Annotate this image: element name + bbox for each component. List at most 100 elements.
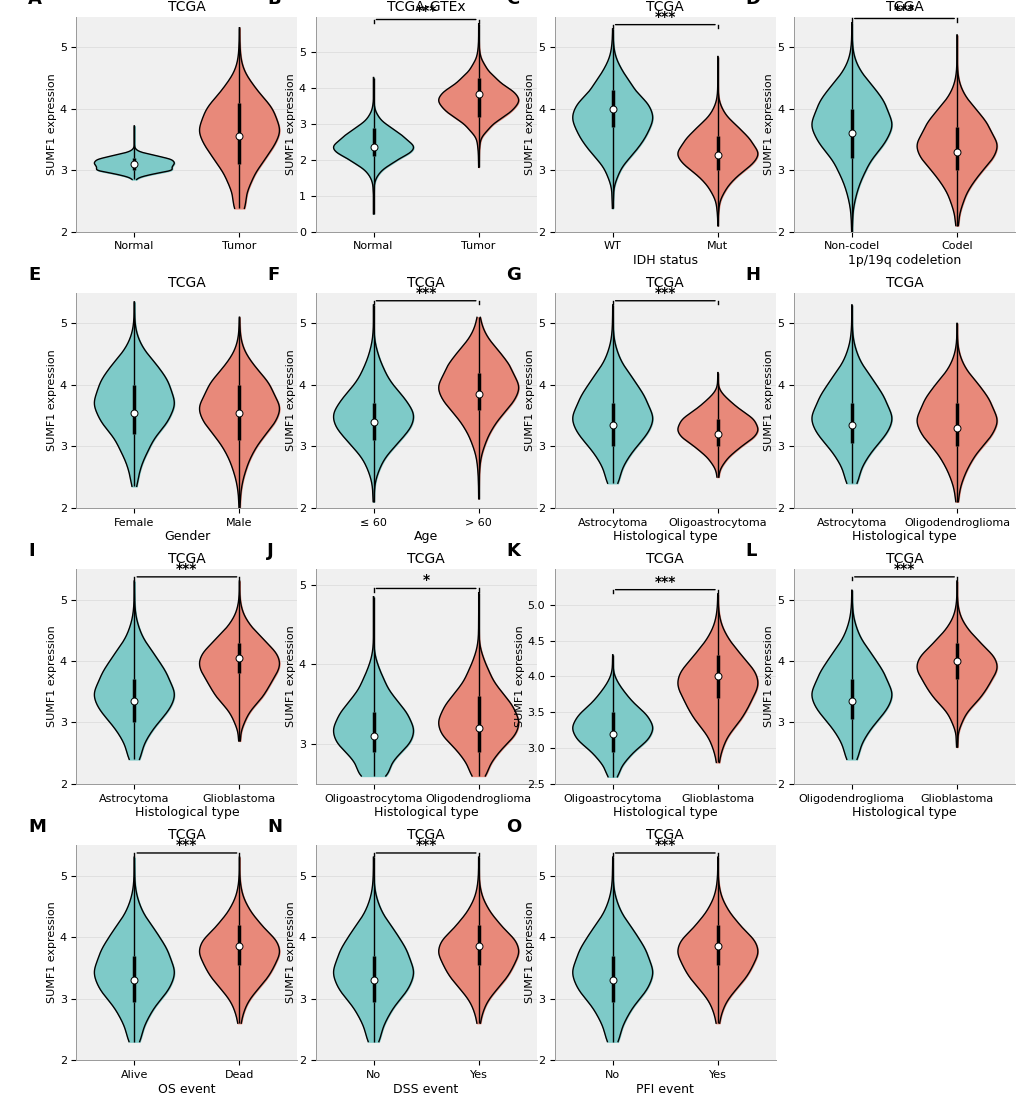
Point bbox=[365, 139, 381, 157]
Text: ***: *** bbox=[415, 838, 436, 851]
Y-axis label: SUMF1 expression: SUMF1 expression bbox=[47, 73, 57, 175]
Text: E: E bbox=[28, 266, 40, 284]
Text: ***: *** bbox=[415, 4, 436, 19]
Text: D: D bbox=[745, 0, 760, 8]
Point bbox=[709, 938, 726, 956]
Text: ***: *** bbox=[654, 10, 676, 23]
X-axis label: Histological type: Histological type bbox=[851, 531, 956, 543]
Point bbox=[604, 971, 621, 989]
Text: ***: *** bbox=[654, 575, 676, 588]
Point bbox=[470, 385, 486, 403]
X-axis label: Histological type: Histological type bbox=[851, 807, 956, 819]
Text: O: O bbox=[505, 818, 521, 837]
Y-axis label: SUMF1 expression: SUMF1 expression bbox=[515, 626, 524, 727]
Text: L: L bbox=[745, 543, 756, 561]
Title: TCGA: TCGA bbox=[407, 276, 444, 290]
X-axis label: Histological type: Histological type bbox=[373, 807, 478, 819]
X-axis label: PFI event: PFI event bbox=[636, 1082, 694, 1096]
Point bbox=[709, 425, 726, 443]
Point bbox=[365, 727, 381, 745]
Point bbox=[948, 653, 964, 670]
Point bbox=[948, 420, 964, 437]
Point bbox=[126, 693, 143, 710]
X-axis label: Histological type: Histological type bbox=[135, 807, 239, 819]
Title: TCGA: TCGA bbox=[168, 828, 206, 842]
Point bbox=[231, 938, 248, 956]
X-axis label: 1p/19q codeletion: 1p/19q codeletion bbox=[847, 254, 960, 268]
Point bbox=[604, 725, 621, 743]
Text: K: K bbox=[505, 543, 520, 561]
Point bbox=[231, 404, 248, 422]
Text: ***: *** bbox=[893, 3, 914, 18]
Point bbox=[126, 404, 143, 422]
Title: TCGA: TCGA bbox=[407, 828, 444, 842]
Title: TCGA: TCGA bbox=[646, 828, 684, 842]
Y-axis label: SUMF1 expression: SUMF1 expression bbox=[47, 350, 57, 451]
Point bbox=[470, 719, 486, 737]
Title: TCGA: TCGA bbox=[646, 0, 684, 14]
Title: TCGA: TCGA bbox=[884, 276, 922, 290]
Point bbox=[604, 100, 621, 118]
Text: ***: *** bbox=[654, 838, 676, 851]
Title: TCGA: TCGA bbox=[168, 276, 206, 290]
Text: A: A bbox=[28, 0, 42, 8]
Point bbox=[843, 416, 859, 434]
Y-axis label: SUMF1 expression: SUMF1 expression bbox=[525, 73, 535, 175]
Point bbox=[709, 667, 726, 685]
X-axis label: Gender: Gender bbox=[164, 531, 210, 543]
Text: ***: *** bbox=[893, 562, 914, 576]
X-axis label: Histological type: Histological type bbox=[612, 807, 717, 819]
Text: B: B bbox=[267, 0, 280, 8]
X-axis label: Histological type: Histological type bbox=[612, 531, 717, 543]
Title: TCGA: TCGA bbox=[884, 0, 922, 14]
Point bbox=[470, 84, 486, 102]
Text: ***: *** bbox=[176, 562, 198, 576]
Y-axis label: SUMF1 expression: SUMF1 expression bbox=[525, 901, 535, 1003]
Title: TCGA-GTEx: TCGA-GTEx bbox=[386, 0, 465, 14]
Y-axis label: SUMF1 expression: SUMF1 expression bbox=[763, 626, 773, 727]
Text: H: H bbox=[745, 266, 760, 284]
Y-axis label: SUMF1 expression: SUMF1 expression bbox=[285, 901, 296, 1003]
Text: J: J bbox=[267, 543, 273, 561]
Y-axis label: SUMF1 expression: SUMF1 expression bbox=[285, 73, 296, 175]
Y-axis label: SUMF1 expression: SUMF1 expression bbox=[525, 350, 535, 451]
Title: TCGA: TCGA bbox=[407, 553, 444, 566]
Point bbox=[604, 416, 621, 434]
Point bbox=[843, 693, 859, 710]
Point bbox=[365, 971, 381, 989]
Point bbox=[126, 155, 143, 173]
Text: N: N bbox=[267, 818, 282, 837]
Text: F: F bbox=[267, 266, 279, 284]
Text: ***: *** bbox=[654, 285, 676, 300]
Text: G: G bbox=[505, 266, 521, 284]
Y-axis label: SUMF1 expression: SUMF1 expression bbox=[763, 73, 773, 175]
Y-axis label: SUMF1 expression: SUMF1 expression bbox=[763, 350, 773, 451]
Point bbox=[231, 128, 248, 145]
Point bbox=[231, 649, 248, 667]
Title: TCGA: TCGA bbox=[168, 0, 206, 14]
Text: ***: *** bbox=[415, 285, 436, 300]
Point bbox=[843, 124, 859, 142]
Y-axis label: SUMF1 expression: SUMF1 expression bbox=[285, 626, 296, 727]
Title: TCGA: TCGA bbox=[646, 553, 684, 566]
X-axis label: Age: Age bbox=[414, 531, 438, 543]
Text: C: C bbox=[505, 0, 519, 8]
Point bbox=[948, 143, 964, 161]
Y-axis label: SUMF1 expression: SUMF1 expression bbox=[47, 626, 57, 727]
Title: TCGA: TCGA bbox=[168, 553, 206, 566]
Y-axis label: SUMF1 expression: SUMF1 expression bbox=[47, 901, 57, 1003]
Y-axis label: SUMF1 expression: SUMF1 expression bbox=[285, 350, 296, 451]
Point bbox=[470, 938, 486, 956]
X-axis label: DSS event: DSS event bbox=[393, 1082, 459, 1096]
Text: *: * bbox=[422, 574, 429, 587]
Text: ***: *** bbox=[176, 838, 198, 851]
Title: TCGA: TCGA bbox=[646, 276, 684, 290]
X-axis label: IDH status: IDH status bbox=[632, 254, 697, 268]
Text: I: I bbox=[28, 543, 35, 561]
X-axis label: OS event: OS event bbox=[158, 1082, 215, 1096]
Title: TCGA: TCGA bbox=[884, 553, 922, 566]
Point bbox=[126, 971, 143, 989]
Text: M: M bbox=[28, 818, 46, 837]
Point bbox=[365, 413, 381, 431]
Point bbox=[709, 147, 726, 164]
